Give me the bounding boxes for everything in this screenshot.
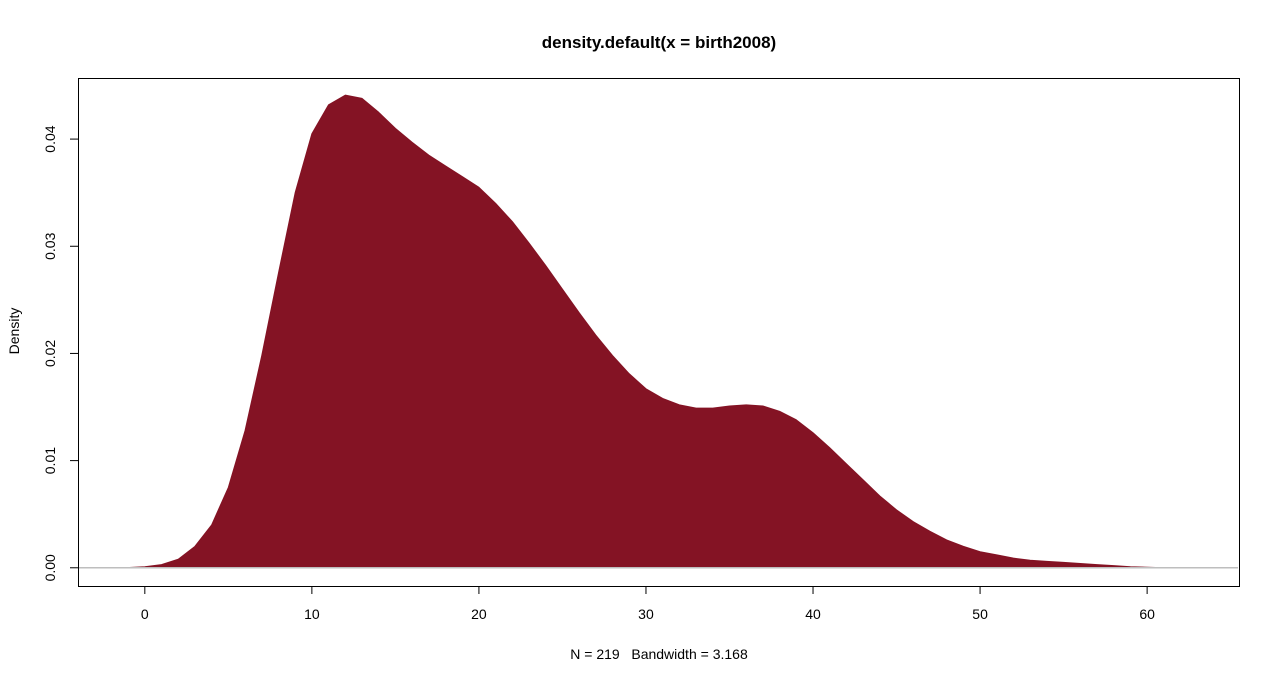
density-area-0	[122, 94, 1165, 569]
x-tick-label: 30	[638, 606, 654, 622]
x-tick-label: 50	[972, 606, 988, 622]
y-tick-label: 0.02	[42, 340, 58, 367]
x-axis-label: N = 219 Bandwidth = 3.168	[570, 646, 748, 662]
y-axis-label: Density	[6, 308, 22, 355]
plot-area	[79, 94, 1238, 569]
x-tick-label: 40	[805, 606, 821, 622]
y-tick-label: 0.03	[42, 232, 58, 259]
x-tick-label: 10	[304, 606, 320, 622]
y-tick-label: 0.01	[42, 447, 58, 474]
y-tick-label: 0.00	[42, 554, 58, 581]
y-tick-label: 0.04	[42, 125, 58, 152]
x-tick-label: 0	[141, 606, 149, 622]
y-axis: 0.00 0.01 0.02 0.03 0.04	[42, 125, 79, 581]
chart-title: density.default(x = birth2008)	[542, 33, 776, 52]
x-tick-label: 60	[1139, 606, 1155, 622]
x-tick-label: 20	[471, 606, 487, 622]
x-axis: 0 10 20 30 40 50 60	[141, 586, 1155, 622]
